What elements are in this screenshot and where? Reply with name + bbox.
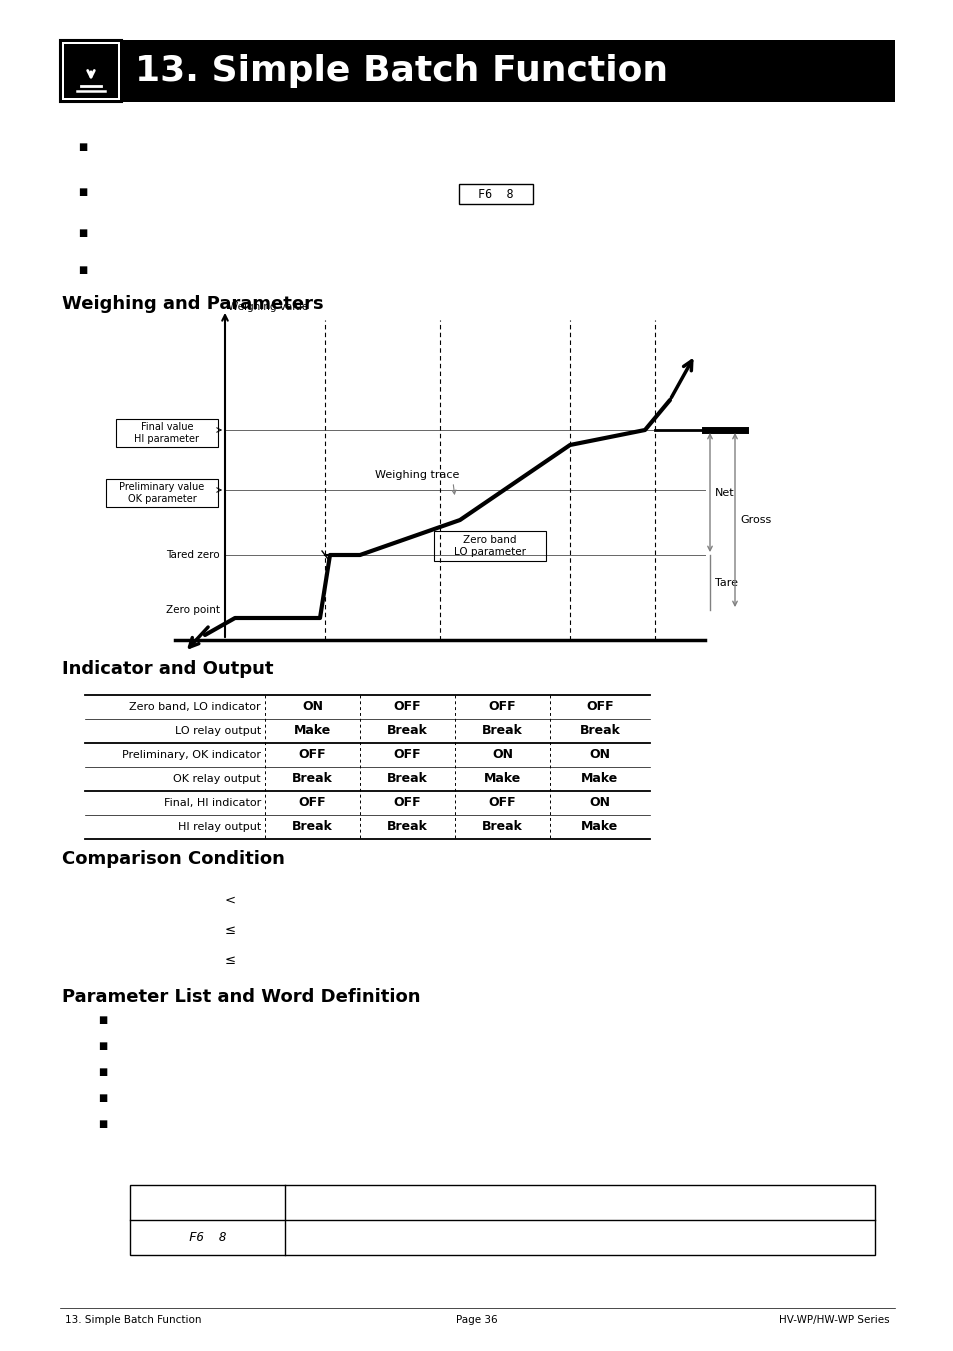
Text: Indicator and Output: Indicator and Output: [62, 661, 274, 678]
Text: ■: ■: [78, 228, 87, 238]
Text: ■: ■: [98, 1015, 107, 1025]
Text: 13. Simple Batch Function: 13. Simple Batch Function: [65, 1315, 201, 1325]
Text: OFF: OFF: [394, 748, 421, 762]
Text: ■: ■: [98, 1093, 107, 1102]
Text: HI relay output: HI relay output: [177, 821, 261, 832]
Text: Net: Net: [714, 488, 734, 497]
Text: Make: Make: [580, 820, 618, 834]
Text: LO relay output: LO relay output: [174, 725, 261, 736]
Text: F6  8: F6 8: [189, 1231, 226, 1244]
Text: Zero band, LO indicator: Zero band, LO indicator: [130, 703, 261, 712]
Bar: [62, 42, 120, 100]
Text: OK relay output: OK relay output: [173, 774, 261, 784]
Text: ON: ON: [492, 748, 513, 762]
Text: ON: ON: [589, 748, 610, 762]
FancyBboxPatch shape: [458, 184, 533, 204]
FancyBboxPatch shape: [106, 480, 218, 507]
Text: Weighing trace: Weighing trace: [375, 470, 459, 480]
Text: Break: Break: [481, 724, 522, 738]
Text: Preliminary, OK indicator: Preliminary, OK indicator: [122, 750, 261, 761]
Text: Zero band: Zero band: [463, 535, 517, 544]
Bar: [64, 45, 118, 99]
Text: Final, HI indicator: Final, HI indicator: [164, 798, 261, 808]
Text: OFF: OFF: [298, 748, 326, 762]
Text: Weighing value: Weighing value: [228, 303, 308, 312]
Text: Break: Break: [481, 820, 522, 834]
Text: Break: Break: [387, 773, 428, 785]
Text: ■: ■: [98, 1119, 107, 1129]
Text: Weighing and Parameters: Weighing and Parameters: [62, 295, 323, 313]
Text: ■: ■: [78, 142, 87, 153]
Bar: [60, 41, 122, 101]
Text: 13. Simple Batch Function: 13. Simple Batch Function: [135, 54, 667, 88]
Text: ■: ■: [78, 265, 87, 276]
Text: OFF: OFF: [298, 797, 326, 809]
Bar: [122, 41, 894, 101]
Text: Make: Make: [580, 773, 618, 785]
Text: Make: Make: [294, 724, 331, 738]
Text: Gross: Gross: [740, 515, 770, 526]
FancyBboxPatch shape: [434, 531, 545, 561]
Text: Break: Break: [292, 820, 333, 834]
Text: Break: Break: [292, 773, 333, 785]
Text: Make: Make: [483, 773, 520, 785]
Text: LO parameter: LO parameter: [454, 547, 525, 557]
Text: ≤: ≤: [224, 924, 235, 936]
Text: Break: Break: [387, 820, 428, 834]
Text: ON: ON: [589, 797, 610, 809]
Text: Break: Break: [387, 724, 428, 738]
Text: Preliminary value: Preliminary value: [119, 482, 204, 492]
Text: Parameter List and Word Definition: Parameter List and Word Definition: [62, 988, 420, 1006]
Text: Zero point: Zero point: [166, 605, 220, 615]
Text: F6  8: F6 8: [477, 188, 514, 200]
Text: OK parameter: OK parameter: [128, 494, 196, 504]
Text: <: <: [224, 893, 235, 907]
Text: OFF: OFF: [488, 797, 516, 809]
Text: OFF: OFF: [488, 701, 516, 713]
Text: HI parameter: HI parameter: [134, 434, 199, 444]
Text: HV-WP/HW-WP Series: HV-WP/HW-WP Series: [779, 1315, 889, 1325]
FancyBboxPatch shape: [116, 419, 218, 447]
Bar: [130, 1185, 874, 1255]
Text: OFF: OFF: [394, 797, 421, 809]
Text: ■: ■: [98, 1042, 107, 1051]
Text: ■: ■: [78, 186, 87, 197]
Text: ≤: ≤: [224, 954, 235, 966]
Text: ON: ON: [302, 701, 323, 713]
Text: OFF: OFF: [394, 701, 421, 713]
Text: Final value: Final value: [141, 422, 193, 432]
Text: Tared zero: Tared zero: [166, 550, 220, 561]
Text: OFF: OFF: [585, 701, 613, 713]
Text: Tare: Tare: [714, 577, 738, 588]
Text: Comparison Condition: Comparison Condition: [62, 850, 285, 867]
Text: Break: Break: [579, 724, 619, 738]
Text: Page 36: Page 36: [456, 1315, 497, 1325]
Text: ■: ■: [98, 1067, 107, 1077]
